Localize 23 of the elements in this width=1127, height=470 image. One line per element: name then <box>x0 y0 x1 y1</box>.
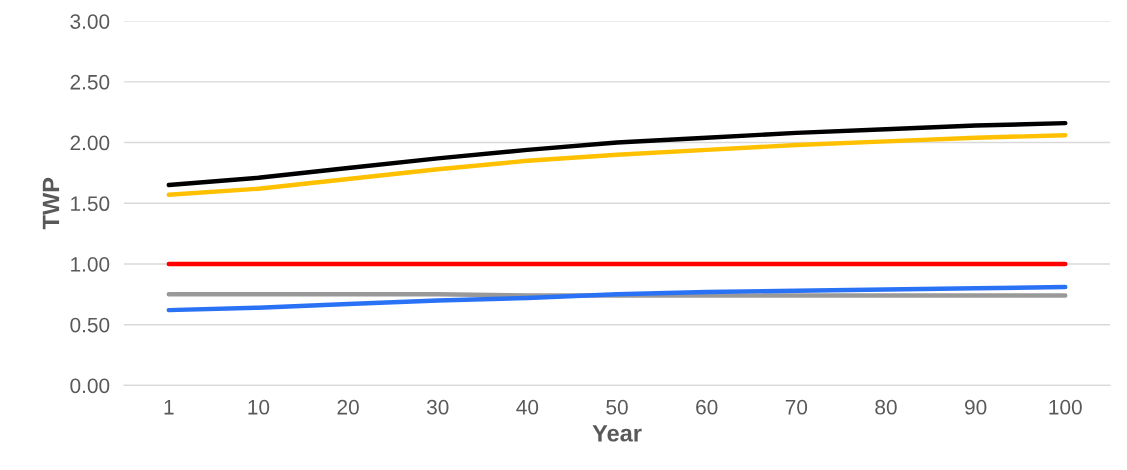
x-axis-title: Year <box>592 425 642 442</box>
y-tick-label: 0.50 <box>70 317 110 333</box>
x-tick-label: 30 <box>426 399 449 415</box>
x-tick-label: 90 <box>965 399 987 415</box>
x-tick-label: 40 <box>516 399 539 415</box>
line-series <box>166 133 1068 197</box>
line-series <box>166 284 1068 313</box>
y-tick-label: 2.50 <box>70 74 110 90</box>
y-tick-label: 2.00 <box>70 135 110 151</box>
line-series <box>166 120 1068 188</box>
y-tick-label: 1.50 <box>71 196 110 212</box>
y-tick-label: 3.00 <box>70 14 110 29</box>
x-tick-label: 80 <box>875 399 897 415</box>
y-tick-label: 1.00 <box>71 256 110 272</box>
y-tick-label: 0.00 <box>70 378 110 394</box>
x-tick-label: 10 <box>248 399 270 415</box>
y-axis-title: TWP <box>42 177 60 230</box>
x-tick-label: 70 <box>785 399 808 415</box>
x-tick-label: 50 <box>606 399 628 415</box>
x-tick-label: 1 <box>164 400 174 415</box>
x-tick-label: 100 <box>1049 399 1082 415</box>
x-tick-label: 20 <box>337 399 359 415</box>
x-tick-label: 60 <box>696 399 718 415</box>
